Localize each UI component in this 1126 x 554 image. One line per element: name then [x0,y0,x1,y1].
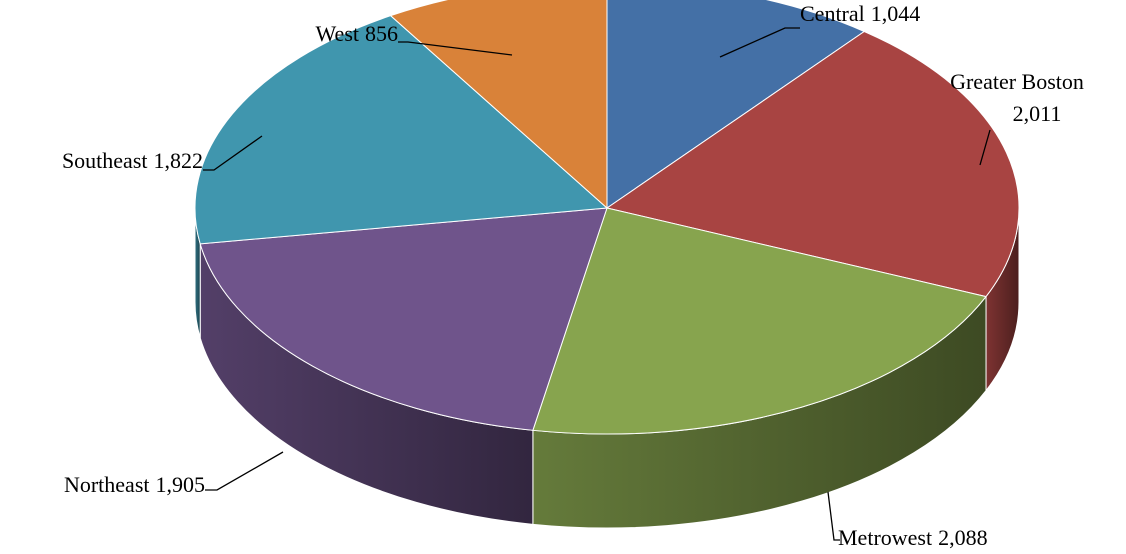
category-label: Northeast [64,472,150,497]
category-label: Central [800,1,865,26]
leader-line [203,135,263,171]
data-label: Metrowest 2,088 [838,525,988,550]
category-label: Metrowest [838,525,932,550]
pie-slice [389,0,608,210]
category-label: Southeast [62,148,148,173]
category-label: Greater Boston [950,69,1084,94]
pie-slice [606,0,866,209]
value-label: 1,822 [154,148,204,173]
category-label: West [316,21,359,46]
pie-slice [605,30,1020,298]
leader-line [719,27,800,58]
value-label: 1,905 [156,472,206,497]
pie-slice [199,207,608,431]
leader-line [979,129,991,166]
data-label: Greater Boston 2,011 [950,69,1084,126]
data-label: Central 1,044 [800,1,920,26]
value-label: 856 [365,21,398,46]
leader-line [398,41,513,56]
value-label: 2,088 [938,525,988,550]
pie-slice [532,207,987,435]
value-label: 1,044 [871,1,921,26]
leader-line [205,451,284,491]
data-label: West 856 [316,21,398,46]
leader-line [827,491,840,541]
pie-slice [194,15,609,245]
value-label: 2,011 [1013,101,1062,126]
data-label: Southeast 1,822 [62,148,203,173]
data-label: Northeast 1,905 [64,472,205,497]
